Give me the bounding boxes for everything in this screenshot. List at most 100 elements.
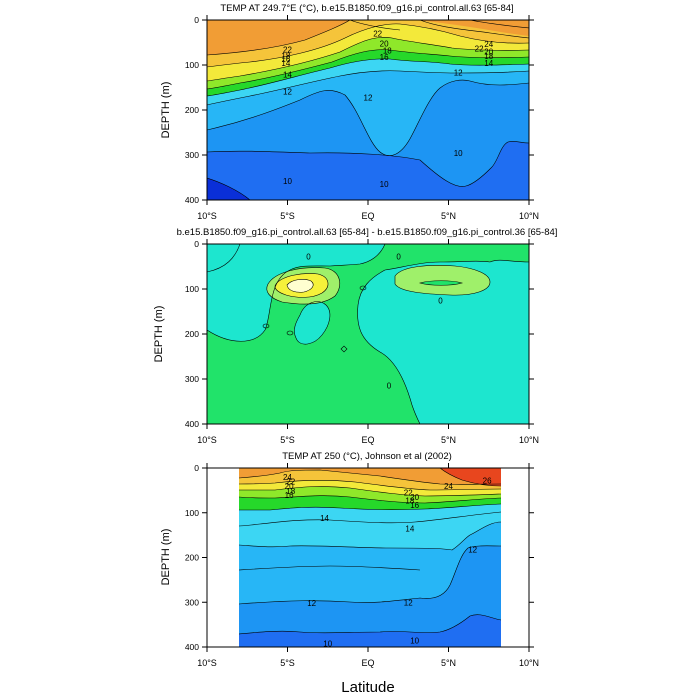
panel-1: TEMP AT 249.7°E (°C), b.e15.B1850.f09_g1…: [160, 3, 539, 221]
y-tick-label: 200: [185, 105, 199, 115]
x-tick-label: 5°S: [280, 435, 295, 445]
contour-label: 20: [380, 39, 389, 48]
y-tick-label: 0: [194, 463, 199, 473]
contour-label: 12: [364, 93, 373, 102]
contour-label: 0: [387, 381, 392, 390]
contour-label: 18: [484, 52, 493, 61]
contour-label: 18: [405, 497, 414, 506]
contour-label: 18: [383, 47, 392, 56]
x-axis-label: Latitude: [341, 679, 394, 696]
x-tick-label: 10°N: [519, 658, 539, 668]
contour-label: 10: [454, 149, 463, 158]
p2-green-inner-2: [420, 280, 462, 286]
y-tick-label: 300: [185, 150, 199, 160]
contour-label: 26: [483, 477, 492, 486]
contour-label: 24: [283, 473, 292, 482]
contour-label: 0: [306, 253, 311, 262]
panel-2-contour-labels: 0 0 0 0: [306, 253, 443, 391]
y-tick-label: 100: [185, 284, 199, 294]
contour-label: 20: [285, 482, 294, 491]
panel-1-contours: [207, 20, 529, 200]
x-tick-label: 5°N: [441, 435, 456, 445]
panel-3-fill: [239, 468, 501, 647]
panel-1-title: TEMP AT 249.7°E (°C), b.e15.B1850.f09_g1…: [220, 3, 513, 14]
contour-label: 12: [283, 88, 292, 97]
contour-label: 10: [283, 177, 292, 186]
panel-2: b.e15.B1850.f09_g16.pi_control.all.63 [6…: [153, 227, 557, 445]
panel-2-contours: [207, 244, 529, 424]
panel-3-ylabel: DEPTH (m): [160, 529, 172, 586]
p2-white-1: [287, 279, 314, 293]
y-tick-label: 400: [185, 642, 199, 652]
contour-label: 0: [396, 253, 401, 262]
panel-2-title: b.e15.B1850.f09_g16.pi_control.all.63 [6…: [177, 227, 558, 238]
y-tick-label: 0: [194, 15, 199, 25]
x-tick-label: 10°N: [519, 211, 539, 221]
x-tick-label: 10°S: [197, 435, 217, 445]
panel-3: TEMP AT 250 (°C), Johnson et al (2002): [160, 451, 539, 668]
x-tick-label: 10°N: [519, 435, 539, 445]
contour-label: 24: [444, 482, 453, 491]
p1-band-24: [207, 20, 529, 55]
panel-3-title: TEMP AT 250 (°C), Johnson et al (2002): [282, 451, 452, 462]
contour-label: 14: [281, 59, 290, 68]
contour-label: 12: [468, 545, 477, 554]
y-tick-label: 300: [185, 597, 199, 607]
y-tick-label: 300: [185, 374, 199, 384]
contour-label: 22: [475, 44, 484, 53]
contour-label: 16: [285, 491, 294, 500]
contour-label: 24: [484, 40, 493, 49]
contour-label: 22: [404, 489, 413, 498]
panel-2-xticks: 10°S 5°S EQ 5°N 10°N: [197, 239, 539, 445]
panel-3-xticks: 10°S 5°S EQ 5°N 10°N: [197, 463, 539, 668]
x-tick-label: 10°S: [197, 658, 217, 668]
x-tick-label: 10°S: [197, 211, 217, 221]
panel-3-yticks: 0 100 200 300 400: [185, 463, 534, 652]
y-tick-label: 100: [185, 508, 199, 518]
y-tick-label: 100: [185, 60, 199, 70]
p3-band-24: [239, 468, 501, 485]
p3-band-26: [440, 468, 501, 486]
panel-1-yticks: 0 100 200 300 400: [185, 15, 534, 205]
p2-band-zero-hole: [207, 244, 240, 272]
contour-label: 14: [320, 514, 329, 523]
contour-label: 22: [286, 477, 295, 486]
contour-label: 12: [454, 69, 463, 78]
panel-2-ylabel: DEPTH (m): [153, 306, 165, 363]
y-tick-label: 400: [185, 195, 199, 205]
p2-lime-2: [395, 265, 490, 296]
y-tick-label: 200: [185, 329, 199, 339]
contour-label: 16: [380, 53, 389, 62]
contour-label: 22: [373, 30, 382, 39]
panel-1-ylabel: DEPTH (m): [160, 82, 172, 139]
contour-label: 18: [281, 52, 290, 61]
contour-label: 10: [410, 636, 419, 645]
contour-label: 14: [283, 70, 292, 79]
contour-label: 16: [281, 55, 290, 64]
contour-label: 20: [410, 493, 419, 502]
y-tick-label: 0: [194, 239, 199, 249]
contour-label: 12: [307, 599, 316, 608]
contour-label: 22: [283, 45, 292, 54]
x-tick-label: 5°S: [280, 211, 295, 221]
panel-2-yticks: 0 100 200 300 400: [185, 239, 534, 429]
x-tick-label: 5°N: [441, 211, 456, 221]
x-tick-label: EQ: [361, 658, 374, 668]
x-tick-label: EQ: [361, 211, 374, 221]
x-tick-label: 5°N: [441, 658, 456, 668]
contour-label: 14: [405, 524, 414, 533]
contour-label: 16: [410, 501, 419, 510]
panel-3-contours: [239, 468, 501, 635]
contour-label: 10: [323, 639, 332, 648]
p1-band-cold-corner: [207, 178, 250, 200]
contour-label: 10: [380, 180, 389, 189]
panel-1-xticks: 10°S 5°S EQ 5°N 10°N: [197, 15, 539, 221]
y-tick-label: 400: [185, 419, 199, 429]
x-tick-label: EQ: [361, 435, 374, 445]
contour-label: 18: [286, 487, 295, 496]
p2-cyan-blob: [294, 301, 330, 345]
contour-label: 0: [438, 297, 443, 306]
